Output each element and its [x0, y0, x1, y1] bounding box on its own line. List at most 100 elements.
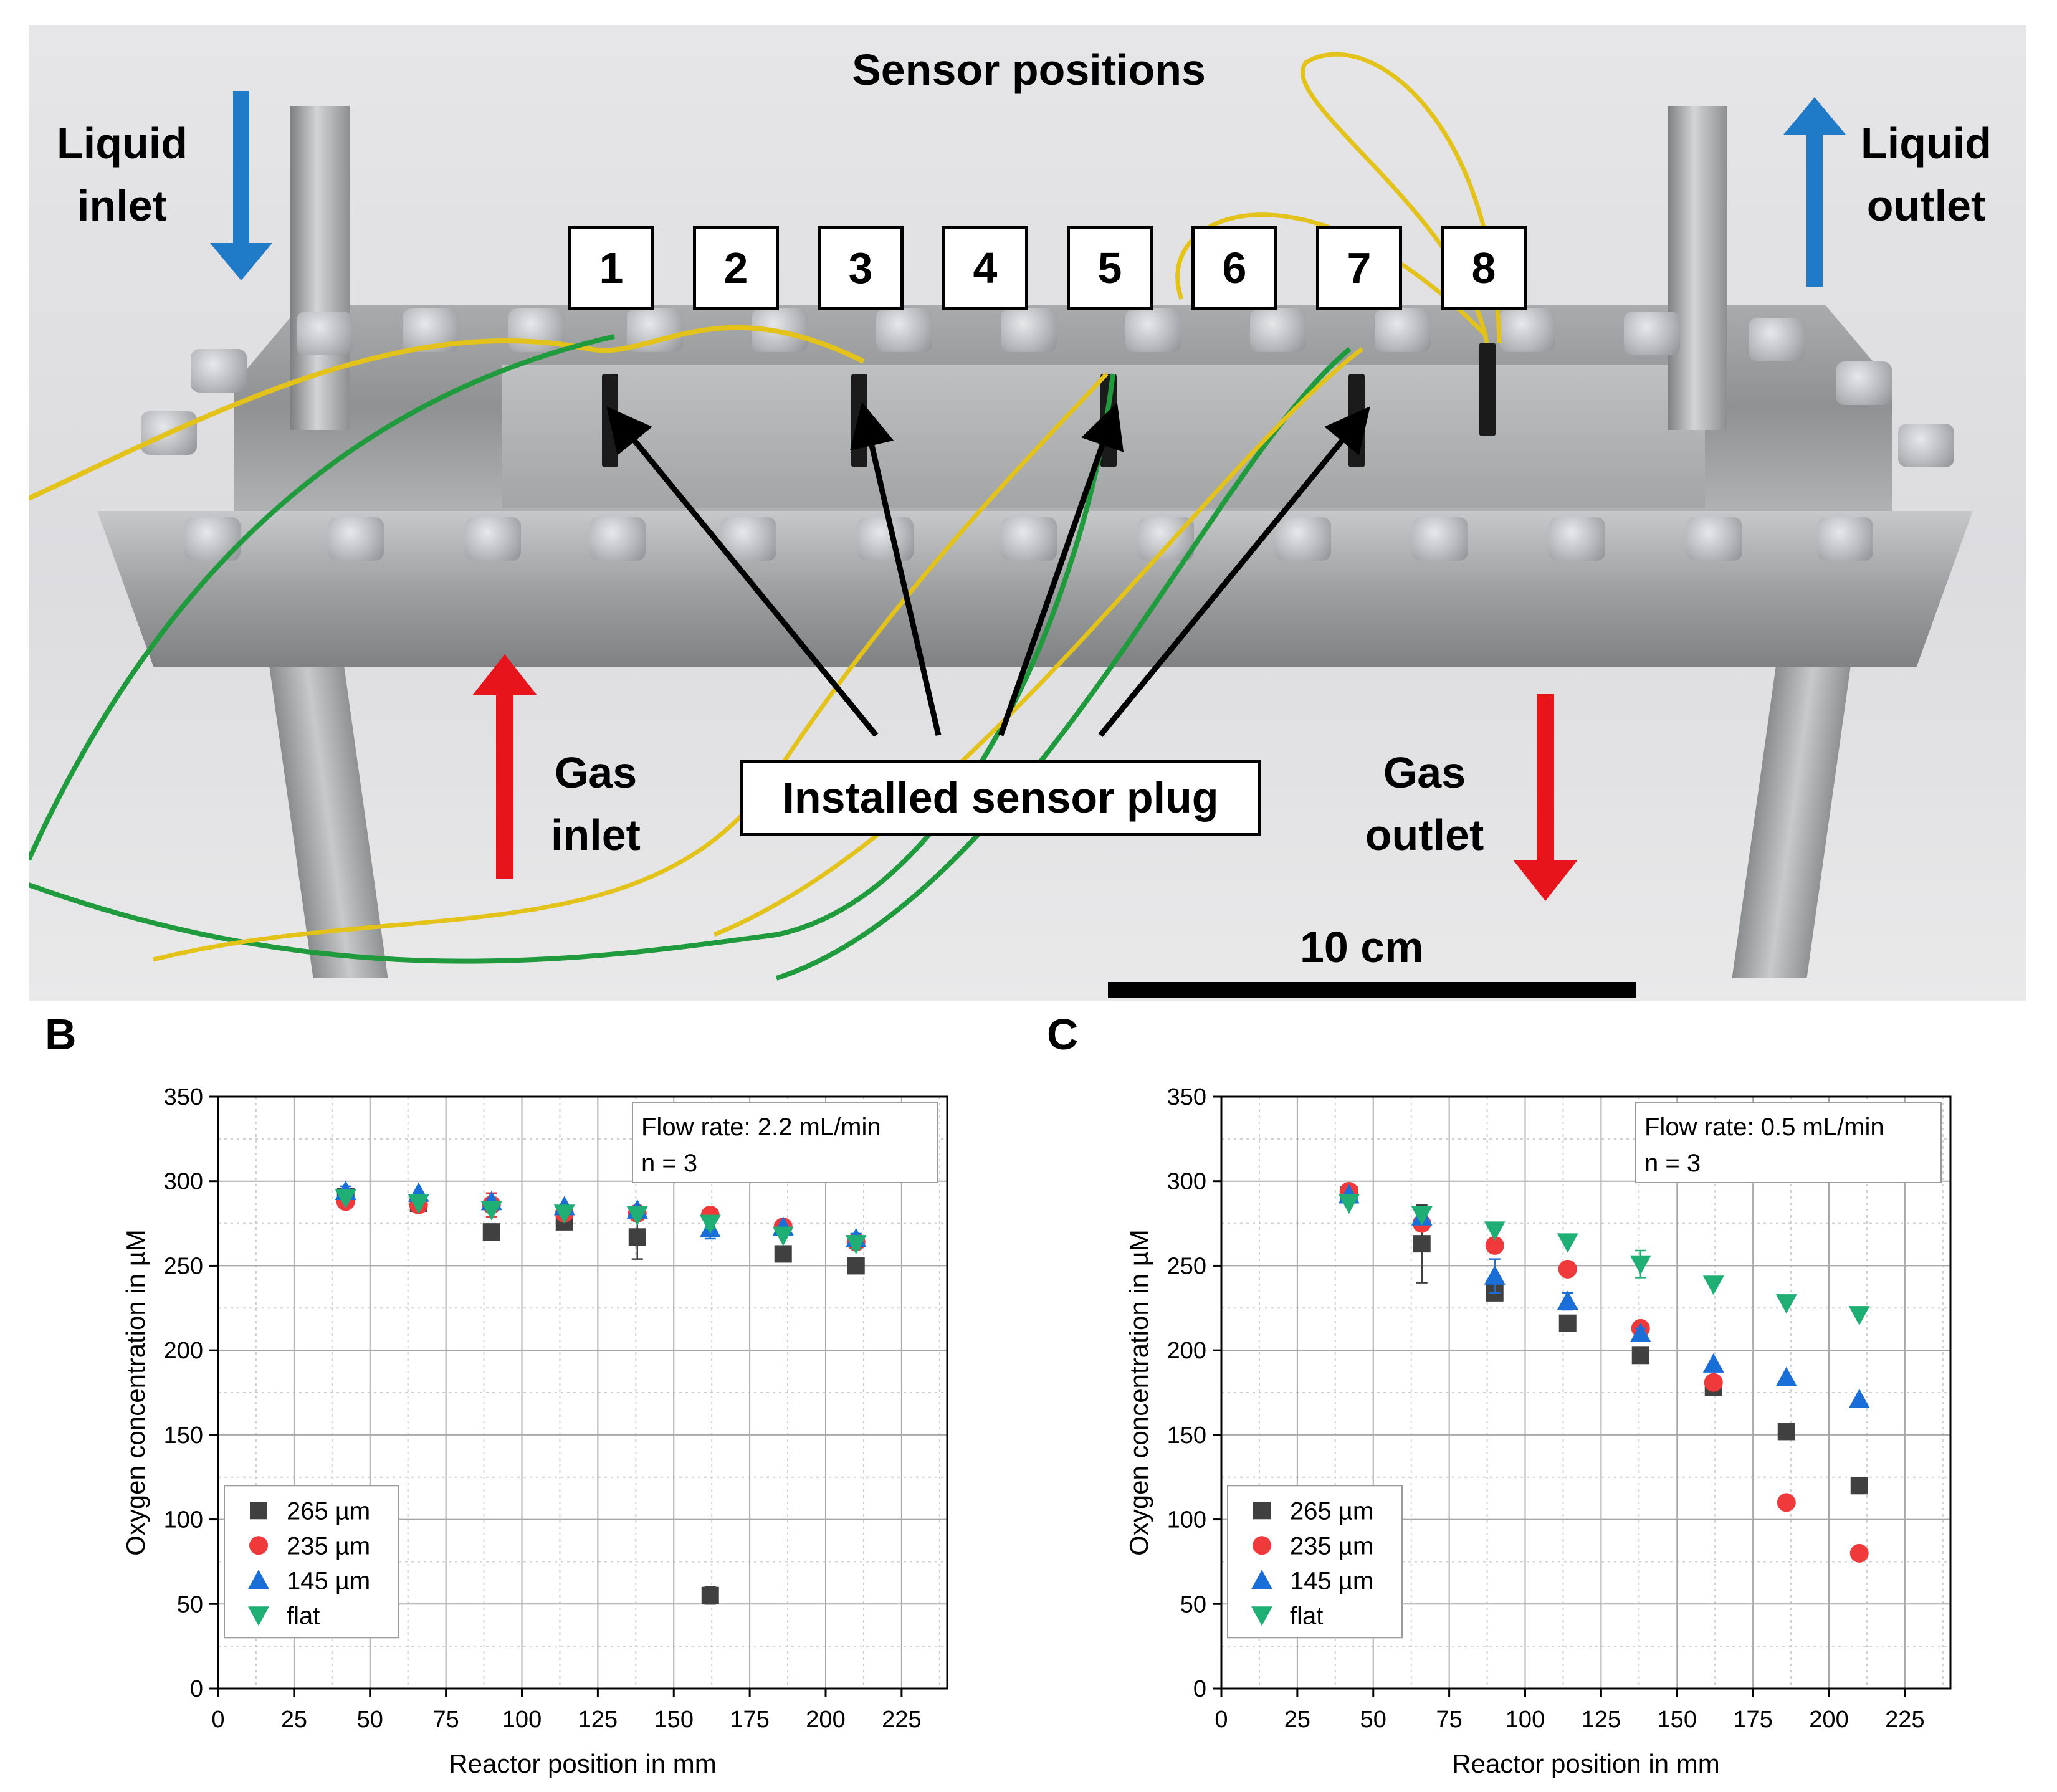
bolt [1686, 517, 1742, 561]
x-tick-label: 50 [1360, 1707, 1386, 1733]
y-tick-label: 300 [164, 1169, 203, 1195]
x-tick-label: 225 [882, 1707, 921, 1733]
y-tick-label: 150 [1167, 1423, 1206, 1449]
data-point [1557, 1233, 1578, 1253]
photo-overlay [29, 52, 1846, 981]
legend-entry: flat [248, 1602, 320, 1629]
data-point [626, 1206, 648, 1226]
bolt [1125, 308, 1181, 352]
annotation-box [1635, 1102, 1942, 1183]
liquid-outlet-arrow-icon [1783, 97, 1846, 287]
x-tick-label: 200 [1809, 1707, 1848, 1733]
legend-entry: 235 µm [249, 1532, 370, 1560]
legend-marker [250, 1502, 267, 1520]
sensor-number-box: 5 [1067, 226, 1153, 310]
annotation-text: Flow rate: 2.2 mL/min [641, 1113, 881, 1141]
y-tick-label: 350 [164, 1084, 203, 1110]
gas-outlet-arrow-icon [1513, 694, 1578, 901]
y-tick-label: 300 [1167, 1169, 1206, 1195]
wire-green [29, 334, 615, 861]
bolt [1549, 517, 1605, 561]
data-point [1848, 1388, 1870, 1408]
data-point [408, 1194, 429, 1214]
callout-line [849, 401, 942, 736]
sensor-number-box: 4 [942, 226, 1028, 310]
data-point [1631, 1346, 1649, 1365]
liquid-outlet-label-line: Liquid [1861, 119, 1992, 168]
bolt [1250, 308, 1306, 352]
wire-green [29, 373, 1115, 964]
data-point [774, 1245, 792, 1263]
data-point [1338, 1194, 1360, 1214]
sensor-number-box: 7 [1316, 226, 1402, 310]
data-point [1702, 1275, 1724, 1295]
y-tick-label: 50 [177, 1591, 203, 1618]
x-tick-label: 125 [578, 1707, 618, 1733]
liquid-outlet-label-line: outlet [1866, 181, 1986, 230]
data-point [1702, 1353, 1724, 1373]
liquid-inlet-label-line: inlet [77, 181, 167, 230]
y-tick-label: 200 [164, 1338, 203, 1364]
data-point [480, 1201, 502, 1221]
legend-marker [1251, 1606, 1272, 1626]
data-point [1849, 1543, 1869, 1563]
data-point [1775, 1294, 1797, 1314]
bolt [589, 517, 646, 561]
x-tick-label: 150 [654, 1707, 694, 1733]
data-point [1850, 1477, 1868, 1495]
callout-line [998, 403, 1124, 736]
x-tick-label: 175 [730, 1707, 769, 1733]
data-point [699, 1214, 721, 1234]
x-tick-label: 0 [211, 1707, 224, 1733]
x-tick-label: 25 [281, 1707, 307, 1733]
panel-letter-b: B [45, 1010, 77, 1059]
legend-label: 235 µm [287, 1532, 370, 1560]
gas-inlet-label-line: Gas [554, 748, 637, 797]
legend-label: 265 µm [287, 1497, 370, 1525]
data-point [1485, 1236, 1504, 1255]
installed-sensor-plug-callout: Installed sensor plug [740, 760, 1261, 836]
bolt [1001, 308, 1057, 352]
data-point [1558, 1259, 1577, 1279]
liquid-outlet-pipe [1668, 106, 1727, 430]
gas-inlet-arrow-icon [472, 654, 537, 879]
series-265-m [336, 1188, 865, 1605]
gas-outlet-label: Gas outlet [1343, 741, 1506, 866]
bolt [297, 312, 353, 355]
legend-label: flat [287, 1602, 320, 1629]
series-flat [335, 1189, 867, 1255]
y-tick-label: 250 [164, 1253, 203, 1279]
bolt [191, 349, 247, 393]
data-point [847, 1257, 865, 1275]
sensor-number-box: 6 [1191, 226, 1277, 310]
legend-marker [249, 1536, 268, 1555]
legend-entry: flat [1251, 1602, 1323, 1629]
gas-inlet-label: Gas inlet [527, 741, 664, 866]
x-tick-label: 75 [1436, 1707, 1462, 1733]
data-point [1557, 1290, 1578, 1310]
scale-bar-label: 10 cm [1300, 923, 1424, 971]
callout-line [606, 406, 879, 737]
wire-yellow [29, 325, 865, 501]
y-tick-label: 0 [1193, 1676, 1206, 1702]
legend-entry: 235 µm [1253, 1532, 1373, 1560]
x-tick-label: 0 [1215, 1707, 1228, 1733]
sensor-positions-title: Sensor positions [852, 45, 1206, 94]
data-point [335, 1189, 356, 1209]
bolt [1624, 312, 1680, 355]
data-point [628, 1228, 646, 1246]
bolt [328, 517, 384, 561]
x-tick-label: 225 [1885, 1707, 1924, 1733]
y-tick-label: 200 [1167, 1338, 1206, 1364]
data-point [1775, 1366, 1797, 1386]
data-point [772, 1226, 794, 1246]
sensor-number-box: 2 [693, 226, 779, 310]
y-axis-label: Oxygen concentration in µM [1124, 1229, 1153, 1556]
data-point [1630, 1255, 1651, 1275]
data-point [1484, 1265, 1506, 1285]
legend-entry: 265 µm [250, 1497, 370, 1525]
y-tick-label: 0 [190, 1676, 203, 1702]
panel-letter-c: C [1047, 1010, 1079, 1059]
series-flat [1338, 1194, 1870, 1326]
x-tick-label: 200 [806, 1707, 845, 1733]
